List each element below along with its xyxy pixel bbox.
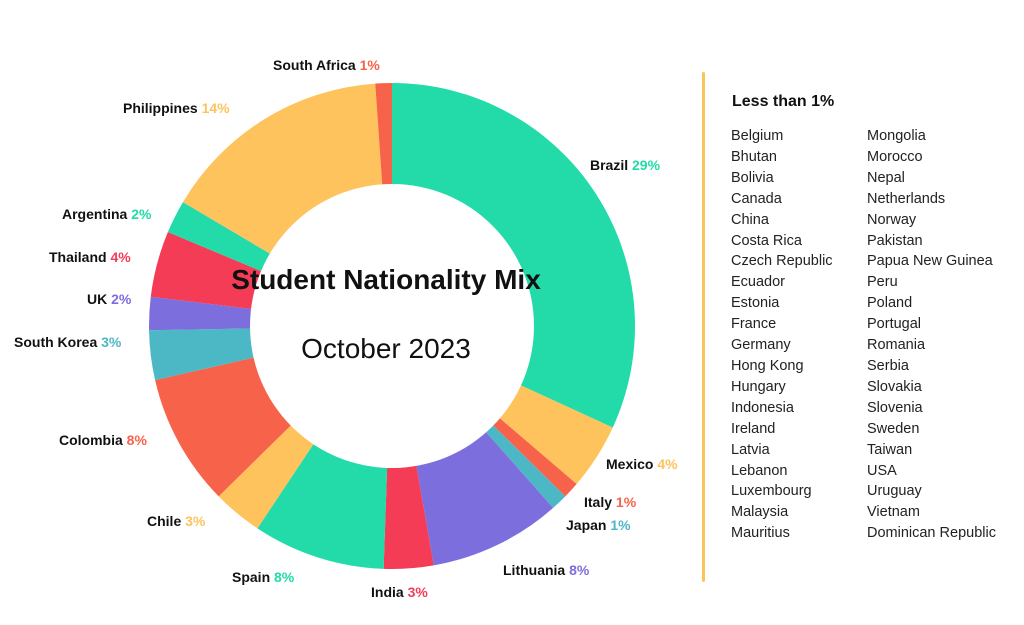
- country-item-ireland: Ireland: [731, 420, 776, 437]
- country-list-column-2: Mongolia Morocco Nepal Netherlands Norway Pak…: [867, 126, 996, 544]
- country-item-mauritius: Mauritius: [731, 525, 790, 542]
- country-item-dominican-republic: Dominican Republic: [867, 525, 996, 542]
- slice-label-value: 8%: [127, 432, 148, 448]
- less-than-one-percent-panel: Less than 1% Belgium Bhutan Bolivia Canada C…: [731, 93, 1021, 544]
- country-item-poland: Poland: [867, 295, 913, 312]
- slice-label-name: Spain: [232, 569, 274, 585]
- country-item-germany: Germany: [731, 337, 791, 354]
- slice-label-name: Argentina: [62, 206, 131, 222]
- slice-label-name: Japan: [566, 517, 610, 533]
- slice-label-value: 14%: [202, 100, 231, 116]
- slice-label-name: Brazil: [590, 157, 632, 173]
- country-item-france: France: [731, 316, 777, 333]
- slice-label-value: 1%: [616, 494, 637, 510]
- slice-label-italy: Italy 1%: [584, 494, 637, 510]
- slice-label-argentina: Argentina 2%: [62, 206, 152, 222]
- country-item-mongolia: Mongolia: [867, 128, 926, 144]
- slice-label-name: UK: [87, 291, 111, 307]
- country-item-latvia: Latvia: [731, 441, 770, 458]
- slice-label-value: 3%: [101, 334, 122, 350]
- country-item-hungary: Hungary: [731, 378, 786, 395]
- slice-label-value: 8%: [569, 562, 590, 578]
- country-item-romania: Romania: [867, 337, 926, 354]
- country-item-bolivia: Bolivia: [731, 169, 774, 186]
- country-item-portugal: Portugal: [867, 316, 922, 333]
- country-item-papua-new-guinea: Papua New Guinea: [867, 253, 993, 270]
- country-item-vietnam: Vietnam: [867, 504, 920, 521]
- slice-label-name: South Korea: [14, 334, 101, 350]
- slice-label-name: Mexico: [606, 456, 657, 472]
- slice-label-name: Italy: [584, 494, 616, 510]
- country-item-morocco: Morocco: [867, 148, 923, 165]
- country-item-indonesia: Indonesia: [731, 399, 794, 416]
- chart-subtitle: October 2023: [301, 333, 471, 364]
- slice-label-value: 2%: [111, 291, 132, 307]
- country-item-uruguay: Uruguay: [867, 483, 922, 500]
- slice-label-value: 8%: [274, 569, 295, 585]
- country-item-belgium: Belgium: [731, 128, 784, 144]
- country-item-norway: Norway: [867, 211, 917, 228]
- slice-label-mexico: Mexico 4%: [606, 456, 678, 472]
- country-item-estonia: Estonia: [731, 295, 780, 312]
- slice-label-value: 1%: [610, 517, 631, 533]
- slice-label-thailand: Thailand 4%: [49, 249, 131, 265]
- country-item-hong-kong: Hong Kong: [731, 357, 804, 374]
- country-item-costa-rica: Costa Rica: [731, 232, 802, 249]
- country-item-netherlands: Netherlands: [867, 190, 946, 207]
- country-item-lebanon: Lebanon: [731, 462, 788, 479]
- slice-label-name: Colombia: [59, 432, 127, 448]
- country-columns: Belgium Bhutan Bolivia Canada China Costa Ric…: [731, 126, 1021, 544]
- country-item-luxembourg: Luxembourg: [731, 483, 812, 500]
- panel-title: Less than 1%: [732, 93, 835, 110]
- country-list-column-1: Belgium Bhutan Bolivia Canada China Costa Ric…: [731, 126, 867, 544]
- slice-label-colombia: Colombia 8%: [59, 432, 147, 448]
- slice-label-japan: Japan 1%: [566, 517, 631, 533]
- donut-chart: Brazil 29%Mexico 4%Italy 1%Japan 1%Lithu…: [14, 57, 678, 600]
- slice-label-name: South Africa: [273, 57, 360, 73]
- slice-label-chile: Chile 3%: [147, 513, 206, 529]
- country-item-canada: Canada: [731, 190, 782, 207]
- slice-label-value: 1%: [360, 57, 381, 73]
- chart-title: Student Nationality Mix: [231, 264, 541, 295]
- country-item-czech-republic: Czech Republic: [731, 253, 833, 270]
- slice-label-uk: UK 2%: [87, 291, 132, 307]
- legend-divider: [702, 72, 705, 582]
- slice-label-name: Chile: [147, 513, 185, 529]
- slice-label-lithuania: Lithuania 8%: [503, 562, 590, 578]
- donut-hole: [250, 184, 534, 468]
- country-item-ecuador: Ecuador: [731, 274, 786, 291]
- slice-label-name: India: [371, 584, 408, 600]
- slice-label-name: Lithuania: [503, 562, 569, 578]
- country-item-slovakia: Slovakia: [867, 378, 922, 395]
- slice-label-value: 3%: [185, 513, 206, 529]
- country-item-bhutan: Bhutan: [731, 148, 777, 165]
- slice-label-value: 29%: [632, 157, 661, 173]
- slice-labels: Brazil 29%Mexico 4%Italy 1%Japan 1%Lithu…: [14, 57, 678, 600]
- slice-label-value: 4%: [657, 456, 678, 472]
- country-item-sweden: Sweden: [867, 420, 920, 437]
- slice-label-value: 3%: [408, 584, 429, 600]
- slice-label-name: Thailand: [49, 249, 110, 265]
- slice-label-philippines: Philippines 14%: [123, 100, 230, 116]
- slice-label-south-africa: South Africa 1%: [273, 57, 380, 73]
- slice-label-south-korea: South Korea 3%: [14, 334, 122, 350]
- slice-label-brazil: Brazil 29%: [590, 157, 661, 173]
- country-item-usa: USA: [867, 462, 897, 479]
- slice-label-spain: Spain 8%: [232, 569, 295, 585]
- slice-label-value: 4%: [110, 249, 131, 265]
- country-item-peru: Peru: [867, 274, 898, 291]
- slice-label-name: Philippines: [123, 100, 202, 116]
- country-item-malaysia: Malaysia: [731, 504, 789, 521]
- country-item-taiwan: Taiwan: [867, 441, 913, 458]
- country-item-pakistan: Pakistan: [867, 232, 923, 249]
- country-item-serbia: Serbia: [867, 357, 909, 374]
- slice-label-value: 2%: [131, 206, 152, 222]
- country-item-china: China: [731, 211, 769, 228]
- slice-label-india: India 3%: [371, 584, 428, 600]
- country-item-nepal: Nepal: [867, 169, 905, 186]
- country-item-slovenia: Slovenia: [867, 399, 923, 416]
